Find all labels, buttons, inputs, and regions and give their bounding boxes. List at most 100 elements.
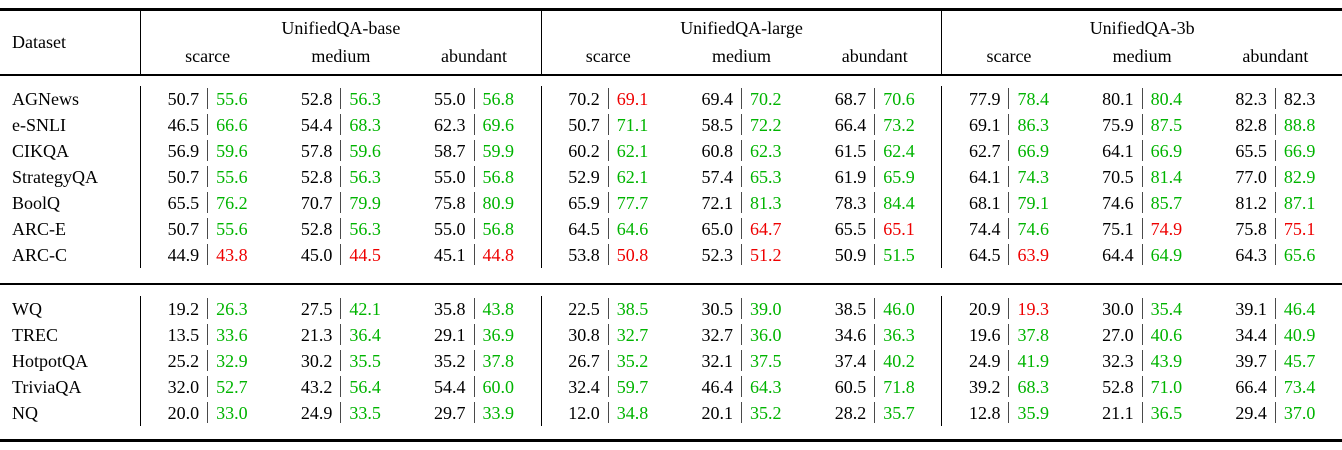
model-block: 32.4 59.7 46.4 64.3 60.5 71.8 xyxy=(540,373,942,400)
model-block: 26.7 35.2 32.1 37.5 37.4 40.2 xyxy=(540,347,942,374)
adapted-score: 33.0 xyxy=(216,402,248,423)
pair-divider xyxy=(1008,88,1010,109)
dataset-name: CIKQA xyxy=(12,140,69,161)
baseline-score: 20.0 xyxy=(167,402,200,423)
adapted-score: 33.6 xyxy=(216,324,248,345)
adapted-score: 64.6 xyxy=(616,218,649,239)
score-pair: 29.7 33.9 xyxy=(407,400,540,426)
baseline-score: 70.7 xyxy=(300,192,333,213)
baseline-score: 35.8 xyxy=(434,298,466,319)
score-pair: 75.8 75.1 xyxy=(1209,216,1342,242)
baseline-score: 78.3 xyxy=(834,192,867,213)
adapted-score: 85.7 xyxy=(1150,192,1183,213)
table-row: TriviaQA 32.0 52.7 43.2 56.4 54.4 60.0 32.4 59.7… xyxy=(0,373,1342,400)
baseline-score: 64.1 xyxy=(1102,140,1134,161)
baseline-score: 46.5 xyxy=(167,114,200,135)
score-pair: 74.6 85.7 xyxy=(1076,190,1209,216)
model-block: 46.5 66.6 54.4 68.3 62.3 69.6 xyxy=(140,111,541,138)
adapted-score: 65.9 xyxy=(883,166,915,187)
score-pair: 81.2 87.1 xyxy=(1209,190,1342,216)
adapted-score: 71.1 xyxy=(616,114,649,135)
score-pair: 61.9 65.9 xyxy=(808,164,941,190)
pair-divider xyxy=(874,218,876,239)
pair-divider xyxy=(1274,298,1276,319)
score-pair: 26.7 35.2 xyxy=(542,348,675,374)
pair-divider xyxy=(874,192,876,213)
adapted-score: 74.9 xyxy=(1150,218,1183,239)
baseline-score: 52.8 xyxy=(300,218,333,239)
baseline-score: 50.7 xyxy=(568,114,600,135)
baseline-score: 56.9 xyxy=(167,140,200,161)
baseline-score: 27.0 xyxy=(1102,324,1134,345)
adapted-score: 59.6 xyxy=(349,140,381,161)
table-row: HotpotQA 25.2 32.9 30.2 35.5 35.2 37.8 26.7 35.2… xyxy=(0,347,1342,374)
score-pair: 52.8 56.3 xyxy=(274,164,407,190)
adapted-score: 79.9 xyxy=(349,192,381,213)
pair-divider xyxy=(473,402,475,423)
pair-divider xyxy=(340,88,342,109)
baseline-score: 62.3 xyxy=(434,114,466,135)
top-rule xyxy=(0,8,1342,11)
pair-divider xyxy=(874,166,876,187)
pair-divider xyxy=(207,402,209,423)
baseline-score: 72.1 xyxy=(701,192,734,213)
model-block: 30.8 32.7 32.7 36.0 34.6 36.3 xyxy=(540,321,942,348)
pair-divider xyxy=(1274,402,1276,423)
pair-divider xyxy=(607,218,609,239)
pair-divider xyxy=(207,244,209,265)
pair-divider xyxy=(741,140,742,161)
score-pair: 60.5 71.8 xyxy=(808,374,941,400)
adapted-score: 33.9 xyxy=(482,402,515,423)
group-header-unifiedqa-large: UnifiedQA-large scarce medium abundant xyxy=(540,11,942,74)
pair-divider xyxy=(1008,298,1010,319)
model-block: 62.7 66.9 64.1 66.9 65.5 66.9 xyxy=(941,137,1342,164)
subcol-abundant: abundant xyxy=(841,46,908,66)
score-pair: 52.8 56.3 xyxy=(274,86,407,112)
table-row: TREC 13.5 33.6 21.3 36.4 29.1 36.9 30.8 32.7 32.7… xyxy=(0,321,1342,348)
baseline-score: 39.2 xyxy=(968,376,1001,397)
pair-divider xyxy=(473,192,475,213)
adapted-score: 66.9 xyxy=(1150,140,1183,161)
adapted-score: 43.8 xyxy=(482,298,515,319)
score-pair: 20.0 33.0 xyxy=(141,400,274,426)
adapted-score: 40.6 xyxy=(1150,324,1183,345)
pair-divider xyxy=(340,114,342,135)
baseline-score: 19.6 xyxy=(968,324,1001,345)
table-row: StrategyQA 50.7 55.6 52.8 56.3 55.0 56.8 52.9 62… xyxy=(0,163,1342,190)
adapted-score: 66.9 xyxy=(1017,140,1049,161)
model-block: 69.1 86.3 75.9 87.5 82.8 88.8 xyxy=(941,111,1342,138)
subcol-abundant: abundant xyxy=(441,46,508,66)
score-pair: 52.8 56.3 xyxy=(274,216,407,242)
score-pair: 50.9 51.5 xyxy=(808,242,941,268)
table-section-classification: AGNews 50.7 55.6 52.8 56.3 55.0 56.8 70.2 69.1 69… xyxy=(0,76,1342,283)
score-pair: 64.1 66.9 xyxy=(1076,138,1209,164)
score-pair: 58.5 72.2 xyxy=(675,112,808,138)
adapted-score: 36.5 xyxy=(1150,402,1183,423)
score-pair: 68.1 79.1 xyxy=(942,190,1075,216)
baseline-score: 28.2 xyxy=(834,402,867,423)
model-block: 22.5 38.5 30.5 39.0 38.5 46.0 xyxy=(540,295,942,322)
adapted-score: 65.1 xyxy=(883,218,915,239)
score-pair: 22.5 38.5 xyxy=(542,296,675,322)
baseline-score: 21.1 xyxy=(1102,402,1134,423)
pair-divider xyxy=(741,376,742,397)
table-row: ARC-C 44.9 43.8 45.0 44.5 45.1 44.8 53.8 50.8 52.… xyxy=(0,241,1342,268)
baseline-score: 12.8 xyxy=(968,402,1001,423)
adapted-score: 79.1 xyxy=(1017,192,1049,213)
pair-divider xyxy=(207,192,209,213)
dataset-name: e-SNLI xyxy=(12,114,66,135)
dataset-name: NQ xyxy=(12,402,38,423)
dataset-column-header: Dataset xyxy=(12,32,66,52)
pair-divider xyxy=(1141,376,1143,397)
adapted-score: 35.4 xyxy=(1150,298,1183,319)
table-header: Dataset UnifiedQA-base scarce medium abu… xyxy=(0,11,1342,74)
baseline-score: 22.5 xyxy=(568,298,600,319)
model-block: 60.2 62.1 60.8 62.3 61.5 62.4 xyxy=(540,137,942,164)
pair-divider xyxy=(473,166,475,187)
subcol-scarce: scarce xyxy=(986,46,1032,66)
pair-divider xyxy=(1008,376,1010,397)
pair-divider xyxy=(1008,218,1010,239)
pair-divider xyxy=(340,376,342,397)
score-pair: 50.7 55.6 xyxy=(141,216,274,242)
